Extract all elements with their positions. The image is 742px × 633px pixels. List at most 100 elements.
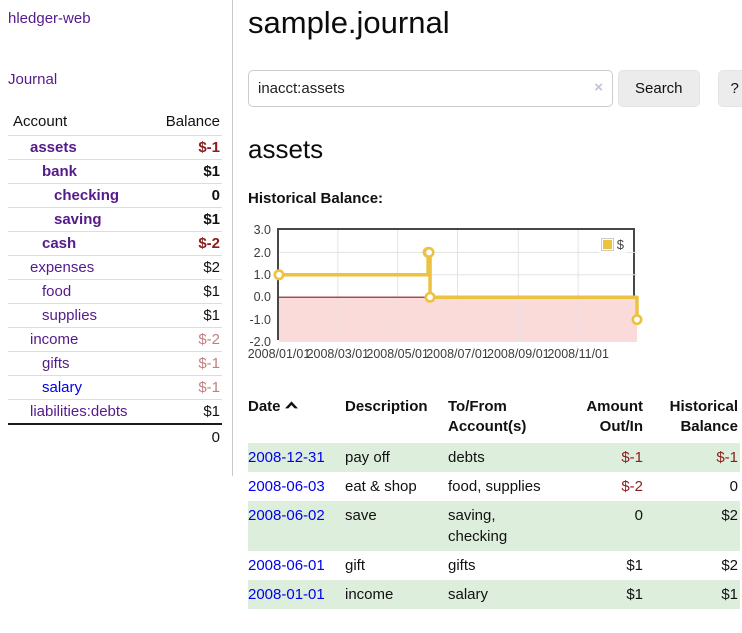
transaction-description: income (345, 585, 394, 603)
account-balance: $2 (150, 255, 222, 280)
historical-balance-chart: $ 3.0 2.0 1.0 0.0 -1.0 -2.0 2008/01/01 2008/03… (248, 223, 643, 361)
x-tick-label: 2008/01/01 (247, 347, 311, 362)
transaction-description: eat & shop (345, 477, 417, 495)
account-link[interactable]: supplies (42, 307, 98, 324)
account-link[interactable]: salary (42, 379, 83, 396)
transaction-date-link[interactable]: 2008-06-03 (248, 477, 325, 495)
account-row: income $-2 (8, 327, 222, 352)
brand-link[interactable]: hledger-web (8, 10, 91, 27)
account-row: liabilities:debts $1 (8, 399, 222, 424)
transaction-accounts: salary (448, 585, 489, 603)
y-tick-label: -1.0 (249, 312, 271, 327)
transaction-accounts: food, supplies (448, 477, 541, 495)
legend-label: $ (616, 237, 624, 253)
account-link[interactable]: cash (42, 235, 77, 252)
accounts-total-row: 0 (8, 423, 222, 450)
transaction-date-link[interactable]: 2008-06-01 (248, 556, 325, 574)
account-row: food $1 (8, 279, 222, 304)
main-content: sample.journal × Search ? assets Histori… (233, 0, 742, 633)
accounts-header-account: Account (13, 113, 68, 130)
account-balance: 0 (150, 183, 222, 208)
account-row: assets $-1 (8, 135, 222, 160)
account-balance: $-1 (150, 351, 222, 376)
account-link[interactable]: income (30, 331, 79, 348)
transaction-date-link[interactable]: 2008-01-01 (248, 585, 325, 603)
transaction-amount: $1 (626, 556, 643, 574)
transaction-accounts: saving, checking (448, 506, 508, 545)
account-balance: $1 (150, 303, 222, 328)
transaction-amount: $-1 (621, 448, 643, 466)
account-row: supplies $1 (8, 303, 222, 328)
transaction-amount: $-2 (621, 477, 643, 495)
search-input[interactable] (248, 70, 613, 108)
sort-ascending-icon (284, 401, 298, 409)
account-row: checking 0 (8, 183, 222, 208)
column-header-accounts: To/From Account(s) (448, 398, 527, 436)
chart-plot-area (273, 230, 643, 343)
account-link[interactable]: gifts (42, 355, 70, 372)
transaction-date-link[interactable]: 2008-12-31 (248, 448, 325, 466)
y-tick-label: 0.0 (253, 290, 271, 305)
account-link[interactable]: liabilities:debts (30, 403, 128, 420)
transaction-date-link[interactable]: 2008-06-02 (248, 506, 325, 524)
register-table: Date Description To/From Account(s) Amou… (248, 394, 740, 609)
transaction-amount: 0 (634, 506, 643, 524)
y-tick-label: -2.0 (249, 335, 271, 350)
transaction-description: save (345, 506, 377, 524)
column-header-description: Description (345, 398, 428, 416)
x-tick-label: 2008/11/01 (547, 347, 609, 362)
account-balance: $-2 (150, 327, 222, 352)
account-balance: $-1 (150, 375, 222, 400)
accounts-total-balance: 0 (150, 423, 222, 450)
column-header-balance: Historical Balance (669, 398, 738, 436)
column-header-date[interactable]: Date (248, 394, 345, 443)
account-row: cash $-2 (8, 231, 222, 256)
account-balance: $1 (150, 159, 222, 184)
x-tick-label: 2008/05/01 (366, 347, 429, 362)
account-row: expenses $2 (8, 255, 222, 280)
accounts-table: Account Balance assets $-1 bank $1 check… (8, 109, 222, 450)
transaction-balance: $1 (721, 585, 738, 603)
account-link[interactable]: bank (42, 163, 78, 180)
legend-swatch-icon (600, 238, 614, 252)
account-link[interactable]: assets (30, 139, 77, 156)
transaction-row: 2008-06-03 eat & shop food, supplies $-2… (248, 472, 740, 501)
transaction-description: gift (345, 556, 366, 574)
account-link[interactable]: checking (54, 187, 120, 204)
transaction-balance: 0 (729, 477, 738, 495)
transaction-description: pay off (345, 448, 390, 466)
sidebar-item-journal[interactable]: Journal (8, 71, 58, 88)
accounts-table-body: assets $-1 bank $1 checking 0 saving $1 … (8, 135, 222, 424)
search-form: × Search ? (248, 70, 742, 108)
transaction-row: 2008-06-01 gift gifts $1 $2 (248, 551, 740, 580)
account-row: salary $-1 (8, 375, 222, 400)
account-link[interactable]: saving (54, 211, 102, 228)
y-tick-label: 2.0 (253, 245, 271, 260)
clear-search-icon[interactable]: × (594, 79, 603, 97)
transaction-amount: $1 (626, 585, 643, 603)
x-tick-label: 2008/03/01 (306, 347, 370, 362)
account-balance: $-1 (150, 135, 222, 160)
account-link[interactable]: expenses (30, 259, 95, 276)
transaction-accounts: debts (448, 448, 485, 466)
column-header-amount: Amount Out/In (586, 398, 643, 436)
search-input-wrap: × (248, 70, 613, 108)
transaction-balance: $2 (721, 506, 738, 524)
account-heading: assets (248, 134, 324, 165)
account-balance: $-2 (150, 231, 222, 256)
account-link[interactable]: food (42, 283, 72, 300)
help-button[interactable]: ? (717, 70, 742, 108)
account-row: saving $1 (8, 207, 222, 232)
transaction-accounts: gifts (448, 556, 476, 574)
accounts-header-balance: Balance (165, 113, 220, 130)
y-tick-label: 3.0 (253, 223, 271, 238)
search-button[interactable]: Search (618, 70, 700, 108)
account-balance: $1 (150, 207, 222, 232)
transaction-balance: $-1 (716, 448, 738, 466)
y-tick-label: 1.0 (253, 267, 271, 282)
sidebar-nav: Journal (8, 71, 222, 88)
sidebar: hledger-web Journal Account Balance asse… (0, 0, 233, 476)
chart-title: Historical Balance: (248, 190, 384, 208)
transaction-row: 2008-01-01 income salary $1 $1 (248, 579, 740, 609)
